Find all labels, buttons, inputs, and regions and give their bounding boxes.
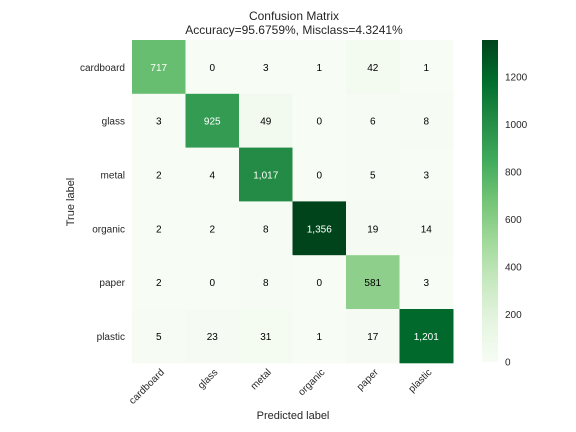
colorbar-tick-label: 1000	[505, 120, 528, 131]
cell-metal-glass	[185, 147, 240, 202]
cell-value-label: 1,017	[253, 171, 278, 182]
cell-metal-plastic	[399, 147, 454, 202]
cell-metal-metal	[239, 147, 293, 202]
cell-value-label: 6	[370, 117, 376, 128]
y-tick-organic: organic	[92, 224, 125, 235]
cell-value-label: 2	[156, 171, 162, 182]
cell-value-label: 3	[423, 171, 429, 182]
cell-cardboard-paper	[346, 40, 400, 95]
cell-value-label: 23	[207, 332, 219, 343]
cell-value-label: 31	[260, 332, 272, 343]
cell-plastic-paper	[346, 309, 400, 364]
cell-value-label: 2	[156, 224, 162, 235]
cell-paper-cardboard	[132, 255, 186, 310]
cell-value-label: 2	[156, 278, 162, 289]
y-tick-glass: glass	[102, 117, 125, 128]
cell-organic-glass	[185, 201, 240, 256]
colorbar	[482, 40, 498, 362]
cell-plastic-organic	[292, 309, 347, 364]
cell-value-label: 14	[421, 224, 433, 235]
cell-organic-metal	[239, 201, 293, 256]
cell-value-label: 0	[316, 171, 322, 182]
colorbar-tick-label: 600	[505, 215, 522, 226]
cell-cardboard-glass	[185, 40, 240, 95]
cell-value-label: 5	[370, 171, 376, 182]
cell-metal-paper	[346, 147, 400, 202]
cell-paper-plastic	[399, 255, 454, 310]
cell-value-label: 0	[316, 117, 322, 128]
cell-glass-cardboard	[132, 93, 186, 149]
cell-value-label: 17	[367, 332, 379, 343]
x-axis-label: Predicted label	[257, 410, 330, 422]
y-tick-plastic: plastic	[97, 332, 125, 343]
y-tick-cardboard: cardboard	[80, 63, 125, 74]
cell-plastic-glass	[185, 309, 240, 364]
cell-plastic-cardboard	[132, 309, 186, 364]
cell-value-label: 49	[260, 117, 272, 128]
colorbar-tick-label: 1200	[505, 73, 528, 84]
cell-organic-cardboard	[132, 201, 186, 256]
cell-cardboard-cardboard	[132, 40, 186, 95]
cell-value-label: 925	[204, 117, 221, 128]
cell-value-label: 0	[209, 63, 215, 74]
cell-value-label: 0	[316, 278, 322, 289]
cell-paper-glass	[185, 255, 240, 310]
cell-value-label: 19	[367, 224, 379, 235]
x-tick-paper: paper	[355, 367, 381, 393]
colorbar-tick-label: 0	[505, 358, 511, 369]
y-tick-metal: metal	[101, 171, 125, 182]
cell-paper-paper	[346, 255, 400, 310]
cell-organic-paper	[346, 201, 400, 256]
cell-value-label: 8	[263, 278, 269, 289]
x-tick-metal: metal	[249, 367, 274, 392]
x-tick-organic: organic	[296, 367, 327, 398]
cell-value-label: 1	[316, 332, 322, 343]
cell-organic-plastic	[399, 201, 454, 256]
chart-subtitle: Accuracy=95.6759%, Misclass=4.3241%	[185, 23, 403, 37]
cell-value-label: 1,201	[414, 332, 439, 343]
cell-value-label: 717	[150, 63, 167, 74]
cell-paper-organic	[292, 255, 347, 310]
cell-value-label: 1,356	[307, 224, 332, 235]
x-tick-cardboard: cardboard	[127, 367, 167, 407]
cell-glass-metal	[239, 93, 293, 149]
colorbar-tick-label: 200	[505, 310, 522, 321]
colorbar-tick-label: 800	[505, 168, 522, 179]
cell-plastic-plastic	[399, 309, 454, 364]
colorbar-tick-label: 400	[505, 263, 522, 274]
cell-glass-organic	[292, 93, 347, 149]
cell-value-label: 4	[209, 171, 215, 182]
cell-organic-organic	[292, 201, 347, 256]
cell-cardboard-metal	[239, 40, 293, 95]
x-tick-plastic: plastic	[407, 367, 435, 395]
cell-metal-cardboard	[132, 147, 186, 202]
cell-cardboard-plastic	[399, 40, 454, 95]
cell-cardboard-organic	[292, 40, 347, 95]
cell-glass-plastic	[399, 93, 454, 149]
y-tick-paper: paper	[99, 278, 125, 289]
cell-value-label: 5	[156, 332, 162, 343]
cell-value-label: 3	[156, 117, 162, 128]
cell-value-label: 1	[316, 63, 322, 74]
cell-paper-metal	[239, 255, 293, 310]
cell-value-label: 3	[423, 278, 429, 289]
cell-value-label: 3	[263, 63, 269, 74]
chart-title: Confusion Matrix	[248, 9, 340, 23]
cell-value-label: 581	[364, 278, 381, 289]
y-axis-label: True label	[65, 178, 77, 227]
cell-value-label: 0	[209, 278, 215, 289]
cell-value-label: 8	[423, 117, 429, 128]
cell-value-label: 42	[367, 63, 379, 74]
x-tick-glass: glass	[196, 367, 220, 391]
cell-glass-paper	[346, 93, 400, 149]
cell-plastic-metal	[239, 309, 293, 364]
cell-value-label: 2	[209, 224, 215, 235]
cell-metal-organic	[292, 147, 347, 202]
cell-value-label: 8	[263, 224, 269, 235]
cell-value-label: 1	[423, 63, 429, 74]
cell-glass-glass	[185, 93, 240, 149]
